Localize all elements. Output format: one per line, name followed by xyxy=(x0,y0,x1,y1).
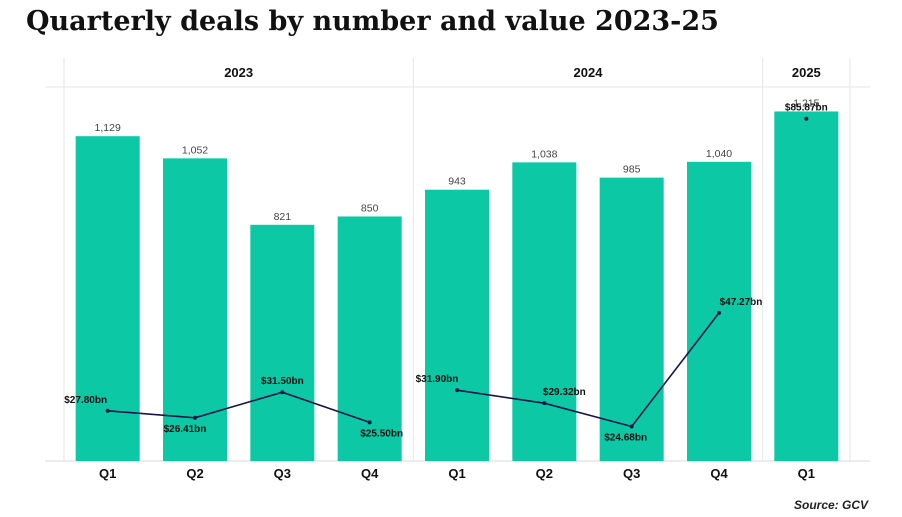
bar-7 xyxy=(599,177,664,461)
value-line-segment-1 xyxy=(107,391,370,424)
chart-title: Quarterly deals by number and value 2023… xyxy=(26,6,719,37)
value-label-3: $31.50bn xyxy=(261,376,304,387)
bar-label-8: 1,040 xyxy=(706,148,732,160)
bar-label-1: 1,129 xyxy=(95,122,121,134)
value-label-7: $24.68bn xyxy=(604,432,647,443)
value-label-5: $31.90bn xyxy=(416,374,459,385)
value-point-6 xyxy=(542,401,547,406)
bar-3 xyxy=(250,224,315,461)
group-header-2024: 2024 xyxy=(574,65,604,80)
value-label-6: $29.32bn xyxy=(543,387,586,398)
value-point-7 xyxy=(629,424,634,429)
source-note: Source: GCV xyxy=(793,498,868,512)
bar-1 xyxy=(75,136,140,462)
value-point-9 xyxy=(804,116,809,121)
x-tick-label-4: Q4 xyxy=(361,466,379,481)
x-tick-label-8: Q4 xyxy=(710,466,728,481)
value-label-4: $25.50bn xyxy=(360,428,403,439)
bar-label-6: 1,038 xyxy=(531,148,557,160)
x-tick-label-7: Q3 xyxy=(623,466,640,481)
value-label-8: $47.27bn xyxy=(720,297,763,308)
bar-label-9: 1,215 xyxy=(793,97,819,109)
value-point-2 xyxy=(193,415,197,420)
bar-label-7: 985 xyxy=(623,164,641,176)
bar-label-3: 821 xyxy=(274,211,292,223)
value-point-8 xyxy=(717,310,721,315)
value-point-5 xyxy=(455,388,459,393)
bar-6 xyxy=(512,162,577,462)
x-tick-label-1: Q1 xyxy=(99,466,116,481)
value-point-4 xyxy=(367,420,372,425)
bar-5 xyxy=(425,189,489,461)
bar-label-2: 1,052 xyxy=(182,144,208,156)
bar-9 xyxy=(774,111,839,461)
x-tick-label-6: Q2 xyxy=(536,466,553,481)
value-line-segment-2 xyxy=(456,312,720,428)
x-tick-label-2: Q2 xyxy=(186,466,203,481)
x-tick-label-3: Q3 xyxy=(274,466,291,481)
bar-4 xyxy=(337,216,402,461)
bar-label-4: 850 xyxy=(361,202,379,214)
group-header-2025: 2025 xyxy=(792,65,821,80)
value-label-1: $27.80bn xyxy=(64,395,107,406)
value-point-3 xyxy=(280,390,285,395)
value-label-9: $85.87bn xyxy=(785,103,828,114)
bar-2 xyxy=(163,158,227,461)
value-label-2: $26.41bn xyxy=(164,424,207,435)
value-point-1 xyxy=(105,408,110,413)
x-tick-label-9: Q1 xyxy=(798,466,815,481)
x-tick-label-5: Q1 xyxy=(448,466,465,481)
bar-label-5: 943 xyxy=(448,176,466,188)
group-header-2023: 2023 xyxy=(224,65,253,80)
